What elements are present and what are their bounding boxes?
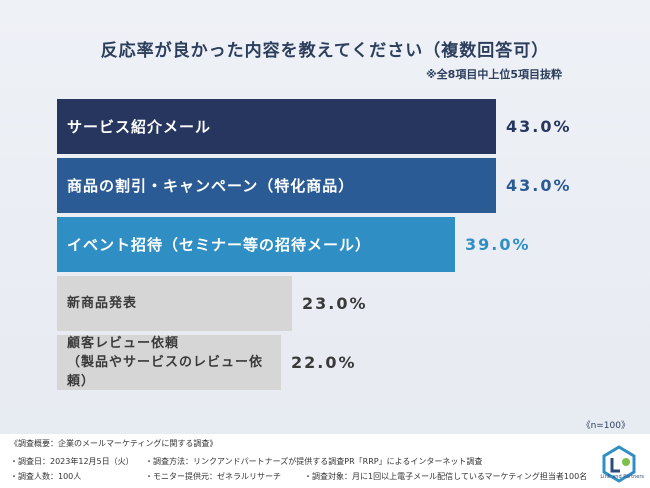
value-label-1: 43.0% — [506, 116, 572, 136]
bar-label-2: 商品の割引・キャンペーン（特化商品） — [67, 177, 355, 195]
chart-subtitle: ※全8項目中上位5項目抜粋 — [425, 68, 562, 81]
bar-3: イベント招待（セミナー等の招待メール） — [57, 217, 455, 272]
bar-5: 顧客レビュー依頼 （製品やサービスのレビュー依頼） — [57, 335, 281, 390]
bar-label-1: サービス紹介メール — [67, 118, 212, 136]
footer-survey-date: ・調査日：2023年12月5日（火） — [10, 457, 134, 466]
value-label-2: 43.0% — [506, 175, 572, 195]
bar-label-3: イベント招待（セミナー等の招待メール） — [67, 236, 372, 254]
value-label-3: 39.0% — [465, 234, 531, 254]
sample-size-note: 《n=100》 — [581, 421, 630, 431]
bar-label-4: 新商品発表 — [67, 296, 138, 311]
footer-survey-count: ・調査人数：100人 — [10, 472, 82, 481]
link-and-partners-logo-icon — [602, 445, 636, 483]
footer-survey-title: 《調査概要：企業のメールマーケティングに関する調査》 — [10, 439, 218, 448]
survey-footer: 《調査概要：企業のメールマーケティングに関する調査》 ・調査日：2023年12月… — [0, 434, 650, 488]
value-label-4: 23.0% — [302, 293, 368, 313]
bar-chart: サービス紹介メール 43.0% 商品の割引・キャンペーン（特化商品） 43.0% イベン… — [57, 99, 572, 390]
footer-survey-target: ・調査対象：月に1回以上電子メール配信しているマーケティング担当者100名 — [304, 472, 588, 481]
value-label-5: 22.0% — [291, 352, 357, 372]
bar-1: サービス紹介メール — [57, 99, 496, 154]
footer-monitor-provider: ・モニター提供元：ゼネラルリサーチ — [145, 472, 281, 481]
bar-4: 新商品発表 — [57, 276, 292, 331]
bar-2: 商品の割引・キャンペーン（特化商品） — [57, 158, 496, 213]
bar-label-5: 顧客レビュー依頼 （製品やサービスのレビュー依頼） — [67, 336, 264, 389]
logo-text: Link and Partners — [600, 474, 644, 480]
footer-survey-method: ・調査方法：リンクアンドパートナーズが提供する調査PR「RRP」によるインターネ… — [145, 457, 483, 466]
chart-title: 反応率が良かった内容を教えてください（複数回答可） — [100, 41, 550, 61]
